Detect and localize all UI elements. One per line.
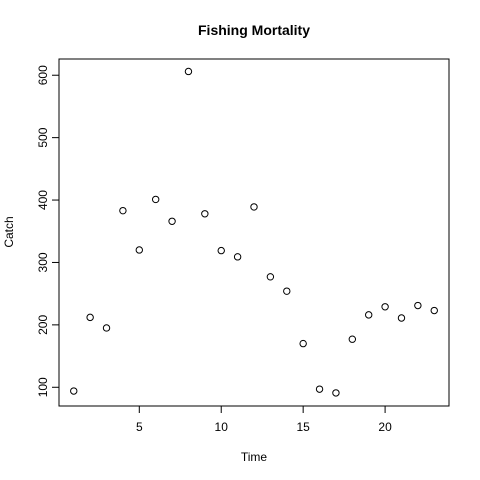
data-point	[250, 203, 258, 211]
data-points	[70, 67, 438, 397]
data-point	[233, 253, 242, 261]
data-point	[70, 387, 78, 395]
data-point	[414, 301, 422, 310]
x-tick-label: 5	[136, 420, 143, 434]
x-axis: 5 10 15 20	[136, 406, 392, 434]
data-point	[299, 339, 307, 348]
chart-title: Fishing Mortality	[198, 22, 310, 38]
data-point	[168, 217, 176, 225]
x-tick-label: 20	[378, 420, 392, 434]
data-point	[283, 287, 291, 295]
data-point	[119, 206, 127, 215]
y-tick-label: 300	[36, 252, 50, 272]
data-point	[315, 385, 324, 393]
y-tick-label: 600	[36, 65, 50, 85]
y-tick-label: 200	[36, 315, 50, 335]
data-point	[430, 306, 438, 315]
data-point	[135, 246, 143, 254]
y-tick-label: 500	[36, 127, 50, 147]
data-point	[397, 314, 406, 322]
data-point	[184, 67, 193, 76]
data-point	[217, 246, 225, 255]
data-point	[151, 195, 160, 204]
y-tick-label: 400	[36, 190, 50, 210]
data-point	[86, 313, 94, 322]
data-point	[365, 311, 373, 319]
x-tick-label: 10	[215, 420, 229, 434]
data-point	[381, 303, 389, 311]
data-point	[201, 210, 209, 218]
y-tick-label: 100	[36, 377, 50, 397]
plot-frame	[58, 58, 450, 407]
data-point	[348, 335, 357, 343]
x-axis-label: Time	[241, 450, 268, 464]
y-axis-label: Catch	[2, 216, 16, 247]
y-axis: 100 200 300 400 500 600	[36, 65, 59, 397]
data-point	[332, 389, 340, 397]
data-point	[266, 273, 275, 281]
data-point	[102, 324, 111, 332]
x-tick-label: 15	[296, 420, 310, 434]
